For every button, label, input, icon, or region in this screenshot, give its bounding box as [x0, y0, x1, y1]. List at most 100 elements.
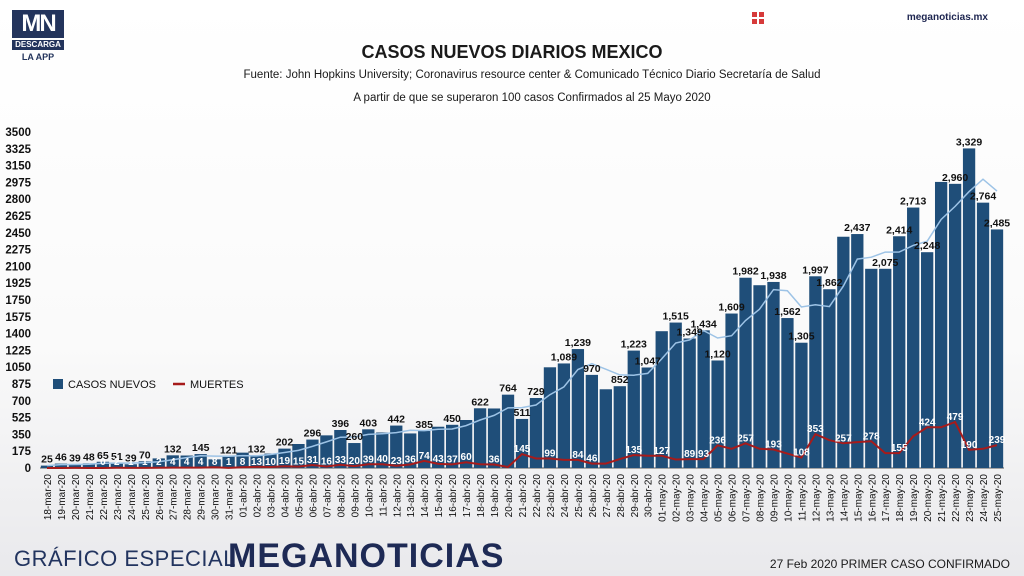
x-tick-label: 19-may-20 [909, 474, 920, 522]
data-label-casos: 2,075 [872, 257, 898, 269]
data-label-casos: 1,938 [760, 270, 786, 282]
x-tick-label: 18-abr-20 [476, 474, 487, 518]
bar-casos-nuevos [823, 289, 836, 468]
bar-casos-nuevos [851, 234, 864, 468]
bar-casos-nuevos [68, 464, 82, 468]
data-label-casos: 2,960 [942, 172, 968, 184]
bar-casos-nuevos [390, 425, 403, 468]
data-label-muertes: 20 [349, 456, 361, 467]
y-tick-label: 2800 [5, 194, 31, 206]
x-tick-label: 17-may-20 [881, 474, 892, 522]
x-tick-label: 26-abr-20 [588, 474, 599, 518]
bar-casos-nuevos [725, 313, 738, 468]
data-label-muertes: 278 [863, 431, 880, 442]
x-tick-label: 10-may-20 [783, 474, 794, 522]
x-tick-label: 09-may-20 [769, 474, 780, 522]
data-label-muertes: 74 [419, 451, 431, 462]
footer-first-case-note: 27 Feb 2020 PRIMER CASO CONFIRMADO [769, 557, 1010, 571]
data-label-muertes: 193 [765, 439, 782, 450]
data-label-muertes: 93 [698, 449, 710, 460]
x-tick-label: 18-mar-20 [43, 474, 54, 521]
x-tick-label: 18-may-20 [895, 474, 906, 522]
data-label-muertes: 60 [461, 452, 473, 463]
bar-casos-nuevos [54, 463, 68, 468]
bar-casos-nuevos [781, 318, 794, 468]
x-tick-label: 16-abr-20 [448, 474, 459, 518]
data-label-muertes: 19 [279, 456, 291, 467]
bar-casos-nuevos [487, 408, 501, 468]
site-url[interactable]: meganoticias.mx [906, 12, 988, 23]
data-label-casos: 145 [192, 442, 210, 454]
x-tick-label: 06-abr-20 [308, 474, 319, 518]
data-label-casos: 450 [443, 413, 461, 425]
x-tick-label: 02-may-20 [672, 474, 683, 522]
y-tick-label: 3500 [5, 127, 31, 139]
y-tick-label: 1925 [5, 278, 31, 290]
x-tick-label: 17-abr-20 [462, 474, 473, 518]
x-tick-label: 08-abr-20 [336, 474, 347, 518]
data-label-muertes: 89 [684, 449, 696, 460]
data-label-casos: 2,248 [914, 240, 940, 252]
data-label-casos: 39 [125, 452, 137, 464]
bar-casos-nuevos [557, 363, 571, 468]
x-tick-label: 25-may-20 [993, 474, 1004, 522]
data-label-casos: 1,515 [663, 311, 689, 323]
bar-casos-nuevos [907, 207, 920, 468]
data-label-muertes: 13 [251, 457, 263, 468]
data-label-muertes: 257 [737, 433, 754, 444]
x-tick-label: 20-mar-20 [71, 474, 82, 521]
x-tick-label: 24-may-20 [979, 474, 990, 522]
x-tick-label: 08-may-20 [756, 474, 767, 522]
x-tick-label: 15-may-20 [853, 474, 864, 522]
cases-chart: 0175350525700875105012251400157517501925… [5, 127, 1010, 522]
bar-casos-nuevos [934, 181, 948, 469]
data-label-muertes: 39 [363, 454, 375, 465]
x-tick-label: 16-may-20 [867, 474, 878, 522]
data-label-muertes: 36 [405, 455, 417, 466]
data-label-muertes: 257 [835, 433, 852, 444]
data-label-muertes: 1 [142, 457, 148, 468]
x-tick-label: 29-abr-20 [630, 474, 641, 518]
bar-casos-nuevos [739, 277, 752, 468]
data-label-muertes: 2 [156, 457, 162, 468]
data-label-casos: 121 [220, 444, 238, 456]
data-label-muertes: 1 [226, 457, 232, 468]
bar-casos-nuevos [264, 453, 277, 468]
bar-casos-nuevos [124, 464, 137, 468]
data-label-muertes: 190 [961, 440, 978, 451]
bar-casos-nuevos [627, 350, 640, 468]
x-tick-label: 03-may-20 [686, 474, 697, 522]
legend-label-muertes: MUERTES [190, 379, 244, 391]
x-tick-label: 30-mar-20 [211, 474, 222, 521]
y-tick-label: 700 [12, 396, 31, 408]
data-label-casos: 385 [415, 419, 433, 431]
bar-casos-nuevos [809, 276, 822, 468]
data-label-muertes: 15 [293, 457, 305, 468]
data-label-muertes: 145 [514, 444, 531, 455]
data-label-muertes: 43 [433, 454, 445, 465]
x-tick-label: 14-may-20 [839, 474, 850, 522]
x-tick-label: 07-abr-20 [322, 474, 333, 518]
x-tick-label: 31-mar-20 [225, 474, 236, 521]
bar-casos-nuevos [138, 461, 151, 468]
data-label-muertes: 23 [391, 456, 403, 467]
x-tick-label: 13-abr-20 [406, 474, 417, 518]
bar-casos-nuevos [865, 268, 878, 468]
x-tick-label: 28-abr-20 [616, 474, 627, 518]
x-tick-label: 28-mar-20 [183, 474, 194, 521]
x-tick-label: 29-mar-20 [197, 474, 208, 521]
bar-casos-nuevos [990, 229, 1004, 468]
meganoticias-logo[interactable]: MN DESCARGA LA APP [12, 10, 68, 64]
data-label-casos: 296 [304, 428, 322, 440]
bar-casos-nuevos [334, 429, 347, 468]
data-label-muertes: 236 [709, 435, 726, 446]
data-label-muertes: 4 [184, 457, 190, 468]
x-tick-label: 06-may-20 [728, 474, 739, 522]
y-tick-label: 875 [12, 379, 32, 391]
y-tick-label: 1575 [5, 312, 31, 324]
x-tick-label: 10-abr-20 [364, 474, 375, 518]
data-label-casos: 1,349 [677, 326, 703, 338]
data-label-muertes: 155 [891, 443, 908, 454]
x-tick-label: 23-mar-20 [113, 474, 124, 521]
data-label-muertes: 33 [335, 455, 347, 466]
